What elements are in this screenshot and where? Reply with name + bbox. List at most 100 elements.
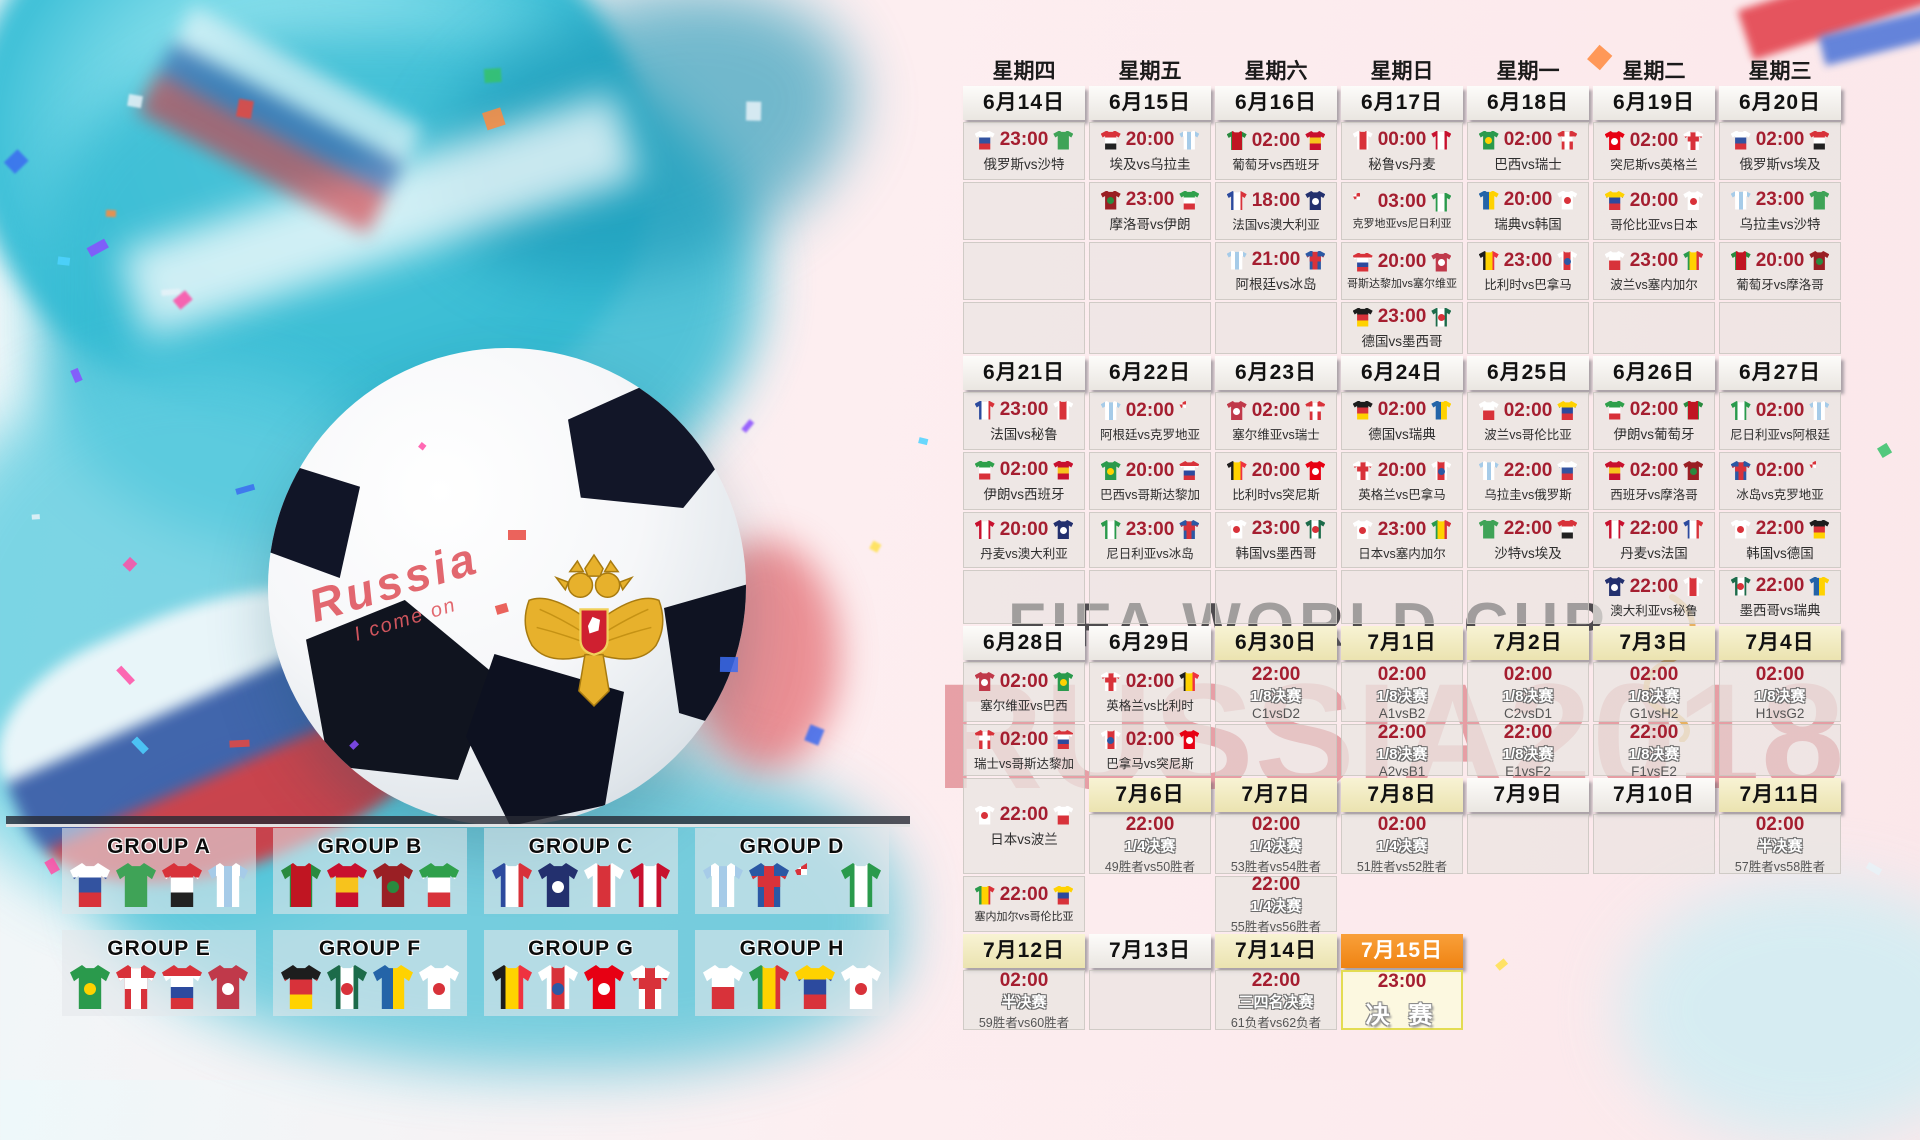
empty-cell	[963, 302, 1085, 354]
date-header: 6月23日	[1215, 356, 1337, 390]
stage-label: 1/8决赛	[1250, 687, 1302, 705]
jersey-icon	[1226, 461, 1247, 480]
jersey-icon	[1305, 250, 1326, 270]
group-box: GROUP G	[484, 930, 678, 1016]
match-time: 02:00	[1251, 399, 1301, 421]
jersey-badge	[1107, 197, 1115, 205]
jersey-icon	[70, 965, 110, 1009]
jersey-icon	[1352, 252, 1373, 272]
match-line: 02:00	[1226, 130, 1326, 152]
empty-cell	[1215, 302, 1337, 354]
match-cell: 20:00 埃及vs乌拉圭	[1089, 122, 1211, 180]
jersey-badge	[1563, 197, 1571, 205]
match-time: 22:00	[999, 804, 1049, 825]
match-teams: 塞尔维亚vs巴西	[980, 698, 1068, 713]
jersey-icon	[1179, 190, 1200, 210]
pairing-label: A1vsB2	[1378, 705, 1426, 721]
stage-label: 半决赛	[1757, 837, 1803, 855]
date-header: 6月24日	[1341, 356, 1463, 390]
match-teams: 德国vs墨西哥	[1361, 334, 1443, 349]
match-time: 02:00	[999, 670, 1049, 692]
confetti-piece	[1866, 861, 1883, 876]
stage-label: 1/4决赛	[1250, 837, 1302, 855]
pairing-label: C1vsD2	[1251, 705, 1300, 721]
date-header: 6月28日	[963, 626, 1085, 660]
jersey-icon	[1730, 519, 1751, 539]
jersey-icon	[1431, 461, 1452, 480]
match-teams: 瑞典vs韩国	[1494, 217, 1562, 232]
match-line: 22:00	[974, 804, 1074, 826]
jersey-icon	[974, 672, 995, 691]
jersey-icon	[1053, 672, 1074, 691]
jersey-badge	[222, 983, 234, 996]
confetti-piece	[235, 98, 254, 119]
jersey-icon	[1352, 307, 1373, 327]
date-header: 7月6日	[1089, 778, 1211, 812]
jersey-badge	[1311, 467, 1319, 475]
jersey-icon	[1053, 730, 1074, 749]
match-line: 20:00	[1604, 190, 1704, 212]
jersey-icon	[1730, 576, 1751, 596]
match-teams: 突尼斯vs英格兰	[1610, 157, 1698, 172]
match-time: 02:00	[1377, 663, 1427, 685]
match-teams: 日本vs塞内加尔	[1358, 546, 1446, 561]
ball-patch	[268, 458, 360, 578]
match-line: 23:00	[1604, 250, 1704, 272]
jersey-icon	[208, 965, 248, 1009]
stage-label: 1/4决赛	[1250, 897, 1302, 915]
match-line: 23:00	[974, 399, 1074, 421]
date-header: 6月16日	[1215, 86, 1337, 120]
knockout-cell: 02:00 1/8决赛 H1vsG2	[1719, 662, 1841, 722]
jersey-badge	[1437, 314, 1445, 322]
group-box: GROUP C	[484, 828, 678, 914]
match-teams: 摩洛哥vs伊朗	[1109, 217, 1191, 232]
jersey-icon	[1352, 192, 1373, 212]
jersey-icon	[1809, 401, 1830, 420]
match-line: 20:00	[1478, 189, 1578, 211]
match-teams: 墨西哥vs瑞典	[1739, 603, 1821, 618]
jersey-icon	[1683, 251, 1704, 270]
match-line: 20:00	[1352, 460, 1452, 482]
match-cell: 23:00 德国vs墨西哥	[1341, 302, 1463, 354]
group-name: GROUP C	[528, 835, 634, 858]
match-teams: 克罗地亚vs尼日利亚	[1352, 218, 1452, 230]
match-time: 02:00	[1629, 129, 1679, 151]
match-teams: 法国vs澳大利亚	[1232, 217, 1320, 232]
knockout-cell: 22:00 1/8决赛 F1vsE2	[1593, 722, 1715, 779]
date-header: 7月12日	[963, 934, 1085, 968]
match-line: 21:00	[1226, 249, 1326, 271]
stage-label: 1/8决赛	[1376, 687, 1428, 705]
match-time: 02:00	[1755, 399, 1805, 421]
match-time: 02:00	[1503, 129, 1553, 150]
match-teams: 比利时vs突尼斯	[1232, 487, 1320, 502]
weekday-label: 星期三	[1748, 60, 1812, 83]
jersey-icon	[1100, 672, 1121, 691]
match-cell: 02:00 英格兰vs比利时	[1089, 662, 1211, 722]
jersey-badge	[1311, 526, 1319, 534]
match-line: 23:00	[974, 129, 1074, 151]
empty-cell	[1089, 302, 1211, 354]
jersey-icon	[630, 965, 670, 1009]
jersey-icon	[538, 965, 578, 1009]
jersey-icon	[1730, 190, 1751, 210]
match-teams: 法国vs秘鲁	[990, 427, 1058, 442]
match-teams: 阿根廷vs冰岛	[1235, 277, 1317, 292]
groups-divider-bar	[6, 816, 910, 827]
match-cell: 23:00 日本vs塞内加尔	[1341, 512, 1463, 568]
match-cell: 20:00 巴西vs哥斯达黎加	[1089, 452, 1211, 510]
knockout-cell: 02:00 1/4决赛 51胜者vs52胜者	[1341, 814, 1463, 874]
group-jerseys	[70, 863, 248, 907]
knockout-cell: 22:00 1/4决赛 55胜者vs56胜者	[1215, 874, 1337, 934]
match-line: 22:00	[1604, 576, 1704, 598]
group-name: GROUP D	[739, 835, 845, 858]
jersey-icon	[1305, 519, 1326, 539]
match-line: 22:00	[1604, 518, 1704, 540]
match-cell: 23:00 俄罗斯vs沙特	[963, 122, 1085, 180]
jersey-icon	[419, 863, 459, 907]
match-cell: 02:00 尼日利亚vs阿根廷	[1719, 392, 1841, 450]
empty-cell	[963, 242, 1085, 300]
match-teams: 俄罗斯vs埃及	[1739, 157, 1821, 172]
jersey-badge	[1563, 257, 1571, 265]
match-time: 23:00	[1503, 249, 1553, 271]
match-line: 20:00	[1352, 251, 1452, 273]
